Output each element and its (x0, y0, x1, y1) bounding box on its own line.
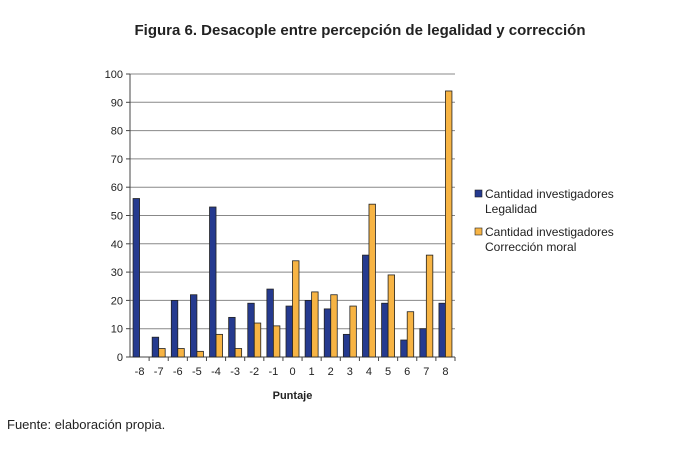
bar-correccion (272, 325, 281, 358)
x-tick-label: 6 (404, 366, 410, 378)
bar-legalidad (285, 305, 293, 358)
x-tick-label: -3 (230, 366, 240, 378)
x-tick-label: 7 (423, 366, 429, 378)
bar-correccion (387, 274, 395, 358)
x-tick-label: -6 (173, 366, 183, 378)
legend-label: Cantidad investigadores (485, 187, 614, 201)
bar-correccion (234, 348, 243, 358)
x-tick-label: 2 (328, 366, 334, 378)
legend-label: Cantidad investigadores (485, 225, 614, 239)
bar-correccion (311, 291, 319, 358)
y-tick-label: 20 (111, 295, 123, 307)
bar-legalidad (323, 308, 332, 358)
bar-legalidad (381, 302, 389, 358)
x-tick-label: 5 (385, 366, 391, 378)
y-tick-label: 10 (111, 324, 123, 336)
bar-correccion (425, 254, 434, 358)
bar-legalidad (132, 198, 140, 358)
bar-legalidad (400, 339, 408, 358)
bar-legalidad (190, 294, 198, 358)
bar-legalidad (362, 254, 370, 358)
bar-correccion (445, 90, 453, 358)
bar-correccion (177, 348, 185, 358)
bar-legalidad (247, 302, 255, 358)
y-tick-label: 40 (111, 239, 123, 251)
chart-title: Figura 6. Desacople entre percepción de … (134, 22, 586, 39)
bar-correccion (158, 348, 166, 358)
bar-correccion (196, 350, 204, 358)
bar-legalidad (151, 336, 160, 358)
x-tick-label: -1 (268, 366, 278, 378)
y-tick-label: 90 (111, 97, 123, 109)
x-axis-title: Puntaje (273, 390, 313, 402)
source-note: Fuente: elaboración propia. (7, 417, 166, 432)
legend-label: Corrección moral (485, 240, 576, 254)
bar-correccion (349, 305, 357, 358)
bar-legalidad (170, 299, 179, 358)
bar-legalidad (419, 328, 427, 358)
y-tick-label: 30 (111, 267, 123, 279)
y-tick-label: 50 (111, 211, 123, 223)
y-tick-label: 0 (117, 352, 123, 364)
bar-correccion (406, 311, 415, 358)
y-tick-label: 100 (105, 69, 123, 81)
bar-correccion (292, 260, 300, 358)
bar-legalidad (209, 206, 217, 358)
bar-correccion (368, 203, 376, 358)
bar-legalidad (266, 288, 274, 358)
bar-correccion (253, 322, 262, 358)
bar-correccion (215, 333, 223, 358)
x-tick-label: -2 (249, 366, 259, 378)
legend-swatch (474, 189, 483, 198)
y-tick-label: 80 (111, 126, 123, 138)
bar-legalidad (342, 333, 351, 358)
x-tick-label: -8 (135, 366, 145, 378)
x-tick-label: -5 (192, 366, 202, 378)
y-tick-label: 70 (111, 154, 123, 166)
legend-label: Legalidad (485, 202, 537, 216)
bar-legalidad (304, 299, 313, 358)
x-tick-label: 3 (347, 366, 353, 378)
legend-swatch (474, 227, 483, 236)
x-tick-label: -4 (211, 366, 221, 378)
x-tick-label: 8 (442, 366, 448, 378)
x-tick-label: 4 (366, 366, 372, 378)
y-tick-label: 60 (111, 182, 123, 194)
x-tick-label: 0 (289, 366, 295, 378)
x-tick-label: -7 (154, 366, 164, 378)
bar-correccion (330, 294, 338, 358)
x-tick-label: 1 (309, 366, 315, 378)
bar-legalidad (438, 302, 446, 358)
bar-legalidad (228, 316, 236, 358)
